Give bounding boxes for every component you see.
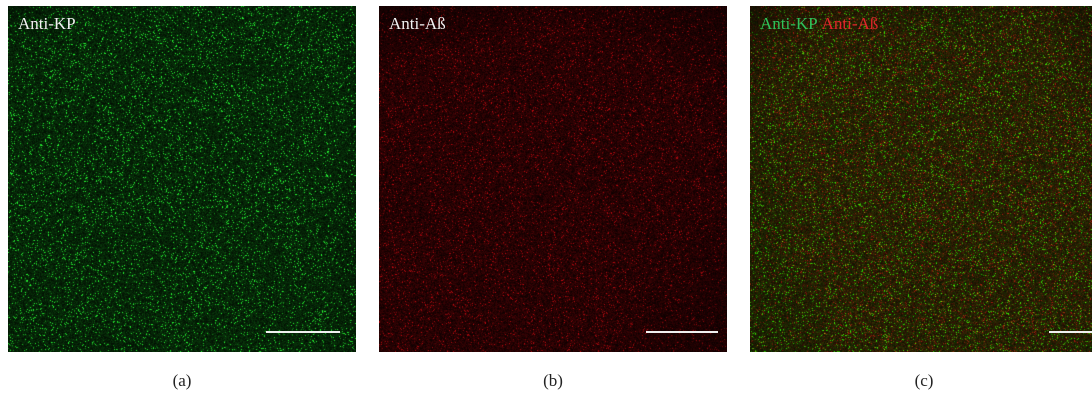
panel-b-label: Anti-Aß: [389, 14, 446, 33]
scale-bar: [646, 331, 718, 333]
red-fluorescence-image: [379, 6, 727, 352]
merge-label-green: Anti-KP: [760, 14, 818, 33]
micrograph-panel-c: Anti-KP Anti-Aß: [750, 6, 1092, 352]
merge-label-red: Anti-Aß: [821, 14, 879, 33]
panel-c-label: Anti-KP Anti-Aß: [760, 14, 878, 34]
scale-bar: [1049, 331, 1092, 333]
scale-bar: [266, 331, 340, 333]
micrograph-panel-b: Anti-Aß: [379, 6, 727, 352]
panel-a-label: Anti-KP: [18, 14, 76, 33]
caption-a: (a): [172, 371, 192, 390]
caption-b: (b): [543, 371, 563, 390]
caption-c: (c): [914, 371, 934, 390]
green-fluorescence-image: [8, 6, 356, 352]
merged-fluorescence-image: [750, 6, 1092, 352]
micrograph-panel-a: Anti-KP: [8, 6, 356, 352]
